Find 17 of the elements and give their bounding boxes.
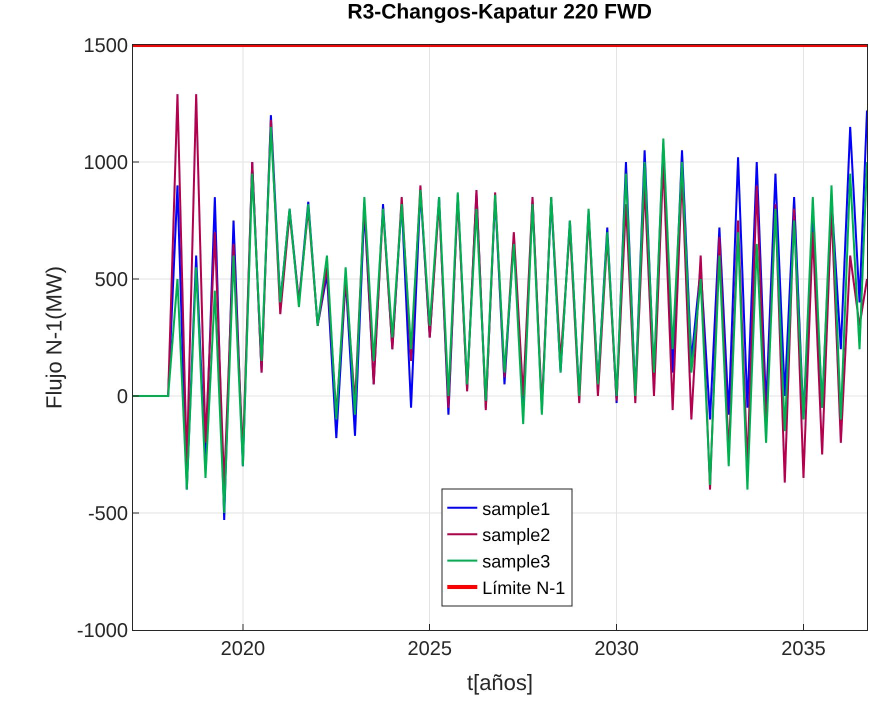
y-tick-label: -500 bbox=[88, 503, 128, 525]
y-tick-label: 1500 bbox=[84, 35, 128, 57]
x-axis-title: t[años] bbox=[466, 670, 534, 695]
y-tick-label: 500 bbox=[94, 269, 128, 291]
x-tick-label: 2025 bbox=[407, 638, 452, 660]
y-axis-title: Flujo N-1(MW) bbox=[42, 266, 67, 409]
y-tick-label: 0 bbox=[116, 386, 128, 408]
x-tick-label: 2020 bbox=[220, 638, 266, 660]
legend-label: sample2 bbox=[482, 525, 550, 546]
chart-title: R3-Changos-Kapatur 220 FWD bbox=[347, 0, 652, 24]
y-tick-label: 1000 bbox=[84, 152, 128, 174]
legend-label: sample3 bbox=[482, 552, 550, 572]
x-tick-label: 2035 bbox=[781, 638, 826, 660]
legend-label: Límite N-1 bbox=[482, 578, 566, 598]
x-tick-label: 2030 bbox=[594, 638, 639, 660]
y-tick-label: -1000 bbox=[76, 620, 128, 642]
legend-label: sample1 bbox=[482, 498, 550, 519]
